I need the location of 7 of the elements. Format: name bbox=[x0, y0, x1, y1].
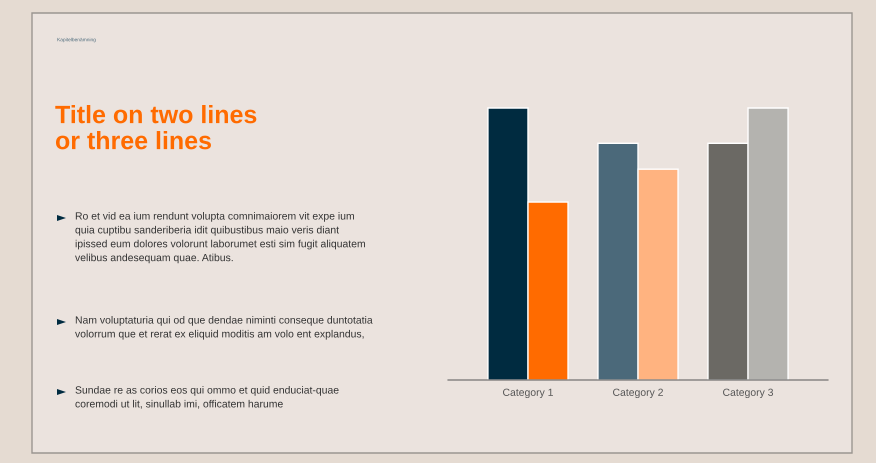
text: Sundae re as corios eos qui ommo et quid enduciat-quae coremodi ut lit, sinullab imi, officatem harume bbox=[75, 386, 339, 409]
text: Nam voluptaturia qui od que dendae niminti conseque duntotatia volorrum que et rerat ex eliquid moditis am volo ent explandus, bbox=[75, 316, 373, 340]
x-tick-label: Category 3 bbox=[723, 388, 774, 398]
text: Title on two lines or three lines bbox=[55, 105, 256, 150]
text: Ro et vid ea ium rendunt volupta comnimaiorem vit expe ium quia cuptibu sanderiberia idit quibustibus maio veris diant ipissed eum dolores volorunt laborumet esti sim fugit aliquatem velibus andesequam quae. Atibus. bbox=[75, 212, 365, 264]
x-tick-label: Category 2 bbox=[613, 388, 663, 398]
x-tick-label: Category 1 bbox=[503, 388, 553, 398]
